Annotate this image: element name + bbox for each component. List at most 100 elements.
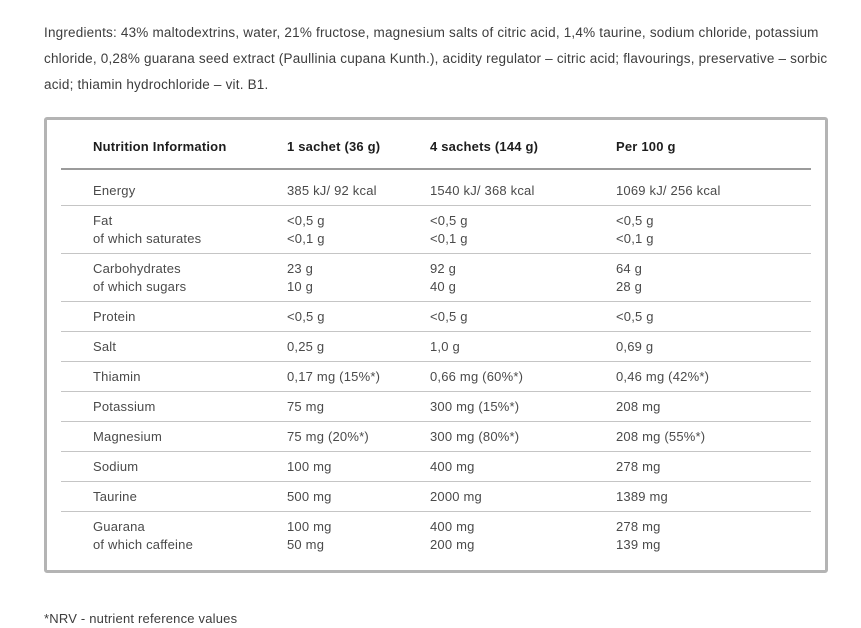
row-value: 1,0 g	[430, 339, 460, 354]
row-value: 0,46 mg (42%*)	[616, 369, 710, 384]
row-value-cell-4-sachets: 400 mg	[430, 451, 616, 482]
row-value: 208 mg (55%*)	[616, 429, 706, 444]
row-label-cell: Carbohydrates of which sugars	[61, 253, 287, 302]
row-value: 0,25 g	[287, 339, 325, 354]
row-value-cell-1-sachet: 385 kJ/ 92 kcal	[287, 169, 430, 206]
row-value-cell-4-sachets: 300 mg (80%*)	[430, 421, 616, 452]
row-value: 300 mg (15%*)	[430, 399, 520, 414]
row-value: 385 kJ/ 92 kcal	[287, 183, 377, 198]
column-header-1-sachet: 1 sachet (36 g)	[287, 120, 430, 170]
row-label: Magnesium	[93, 429, 162, 444]
table-row: Salt 0,25 g 1,0 g 0,69 g	[61, 331, 811, 362]
row-value-cell-1-sachet: 75 mg	[287, 391, 430, 422]
row-value: 1389 mg	[616, 489, 668, 504]
row-value: 278 mg	[616, 519, 661, 534]
row-value: 23 g	[287, 261, 314, 276]
row-value-cell-4-sachets: 0,66 mg (60%*)	[430, 361, 616, 392]
row-label: Taurine	[93, 489, 138, 504]
row-value-cell-1-sachet: <0,5 g <0,1 g	[287, 205, 430, 254]
row-value: 75 mg	[287, 399, 325, 414]
row-value-cell-per-100g: 0,46 mg (42%*)	[616, 361, 811, 392]
row-value: 0,69 g	[616, 339, 654, 354]
row-value-cell-per-100g: 64 g 28 g	[616, 253, 811, 302]
row-value-cell-4-sachets: <0,5 g	[430, 301, 616, 332]
row-label: Fat	[93, 213, 113, 228]
row-value: 75 mg (20%*)	[287, 429, 369, 444]
row-value-cell-1-sachet: 75 mg (20%*)	[287, 421, 430, 452]
row-value-cell-per-100g: 208 mg (55%*)	[616, 421, 811, 452]
header-row: Nutrition Information 1 sachet (36 g) 4 …	[61, 120, 811, 170]
row-value: 2000 mg	[430, 489, 482, 504]
row-value: <0,5 g	[616, 309, 654, 324]
row-label-cell: Energy	[61, 169, 287, 206]
row-value: <0,5 g	[287, 213, 325, 228]
column-header-nutrition-information: Nutrition Information	[61, 120, 287, 170]
row-value: 400 mg	[430, 519, 475, 534]
row-value: 400 mg	[430, 459, 475, 474]
row-value: 300 mg (80%*)	[430, 429, 520, 444]
row-value-cell-per-100g: <0,5 g	[616, 301, 811, 332]
row-value: 208 mg	[616, 399, 661, 414]
row-value: 92 g	[430, 261, 457, 276]
row-value-cell-4-sachets: 1540 kJ/ 368 kcal	[430, 169, 616, 206]
row-value-cell-per-100g: 1389 mg	[616, 481, 811, 512]
row-label: of which saturates	[93, 231, 202, 246]
table-row: Sodium 100 mg 400 mg 278 mg	[61, 451, 811, 482]
row-value: 100 mg	[287, 459, 332, 474]
row-value-cell-per-100g: 1069 kJ/ 256 kcal	[616, 169, 811, 206]
table-row: Potassium 75 mg 300 mg (15%*) 208 mg	[61, 391, 811, 422]
row-label-cell: Potassium	[61, 391, 287, 422]
row-label: Potassium	[93, 399, 156, 414]
row-value: <0,5 g	[430, 213, 468, 228]
row-label-cell: Thiamin	[61, 361, 287, 392]
row-value: 64 g	[616, 261, 643, 276]
row-value: 278 mg	[616, 459, 661, 474]
row-value: <0,1 g	[430, 231, 468, 246]
table-row: Guarana of which caffeine 100 mg 50 mg 400…	[61, 512, 811, 560]
row-label: Salt	[93, 339, 117, 354]
table-row: Fat of which saturates <0,5 g <0,1 g <0,5 …	[61, 205, 811, 254]
column-header-per-100g: Per 100 g	[616, 120, 811, 170]
row-label: Energy	[93, 183, 136, 198]
row-label-cell: Fat of which saturates	[61, 205, 287, 254]
row-value-cell-4-sachets: 1,0 g	[430, 331, 616, 362]
row-value: <0,5 g	[430, 309, 468, 324]
row-label: Sodium	[93, 459, 139, 474]
row-label: Thiamin	[93, 369, 141, 384]
row-value: <0,1 g	[616, 231, 654, 246]
row-value-cell-1-sachet: 100 mg	[287, 451, 430, 482]
table-row: Magnesium 75 mg (20%*) 300 mg (80%*) 208…	[61, 421, 811, 452]
table-row: Taurine 500 mg 2000 mg 1389 mg	[61, 481, 811, 512]
row-label-cell: Guarana of which caffeine	[61, 512, 287, 560]
row-value-cell-1-sachet: 100 mg 50 mg	[287, 512, 430, 560]
nutrition-table-header: Nutrition Information 1 sachet (36 g) 4 …	[61, 120, 811, 170]
row-value: 500 mg	[287, 489, 332, 504]
row-value: 28 g	[616, 279, 643, 294]
row-label-cell: Protein	[61, 301, 287, 332]
row-value-cell-4-sachets: 400 mg 200 mg	[430, 512, 616, 560]
nrv-footnote: *NRV - nutrient reference values	[44, 611, 238, 626]
row-label-cell: Magnesium	[61, 421, 287, 452]
row-value-cell-1-sachet: 0,17 mg (15%*)	[287, 361, 430, 392]
row-label-cell: Salt	[61, 331, 287, 362]
row-value-cell-1-sachet: 0,25 g	[287, 331, 430, 362]
row-label-cell: Sodium	[61, 451, 287, 482]
nutrition-panel: Nutrition Information 1 sachet (36 g) 4 …	[44, 117, 828, 573]
row-value: 0,17 mg (15%*)	[287, 369, 381, 384]
table-row: Energy 385 kJ/ 92 kcal 1540 kJ/ 368 kcal…	[61, 169, 811, 206]
row-value: <0,1 g	[287, 231, 325, 246]
row-value-cell-4-sachets: 2000 mg	[430, 481, 616, 512]
row-value: 139 mg	[616, 537, 661, 552]
row-value-cell-per-100g: 278 mg 139 mg	[616, 512, 811, 560]
row-label: Guarana	[93, 519, 145, 534]
row-value-cell-4-sachets: 92 g 40 g	[430, 253, 616, 302]
row-value-cell-per-100g: 208 mg	[616, 391, 811, 422]
row-value: <0,5 g	[287, 309, 325, 324]
row-value-cell-1-sachet: 23 g 10 g	[287, 253, 430, 302]
column-header-4-sachets: 4 sachets (144 g)	[430, 120, 616, 170]
nutrition-table-body: Energy 385 kJ/ 92 kcal 1540 kJ/ 368 kcal…	[61, 169, 811, 559]
table-row: Protein <0,5 g <0,5 g <0,5 g	[61, 301, 811, 332]
row-value: 200 mg	[430, 537, 475, 552]
row-value: 100 mg	[287, 519, 332, 534]
row-label-cell: Taurine	[61, 481, 287, 512]
